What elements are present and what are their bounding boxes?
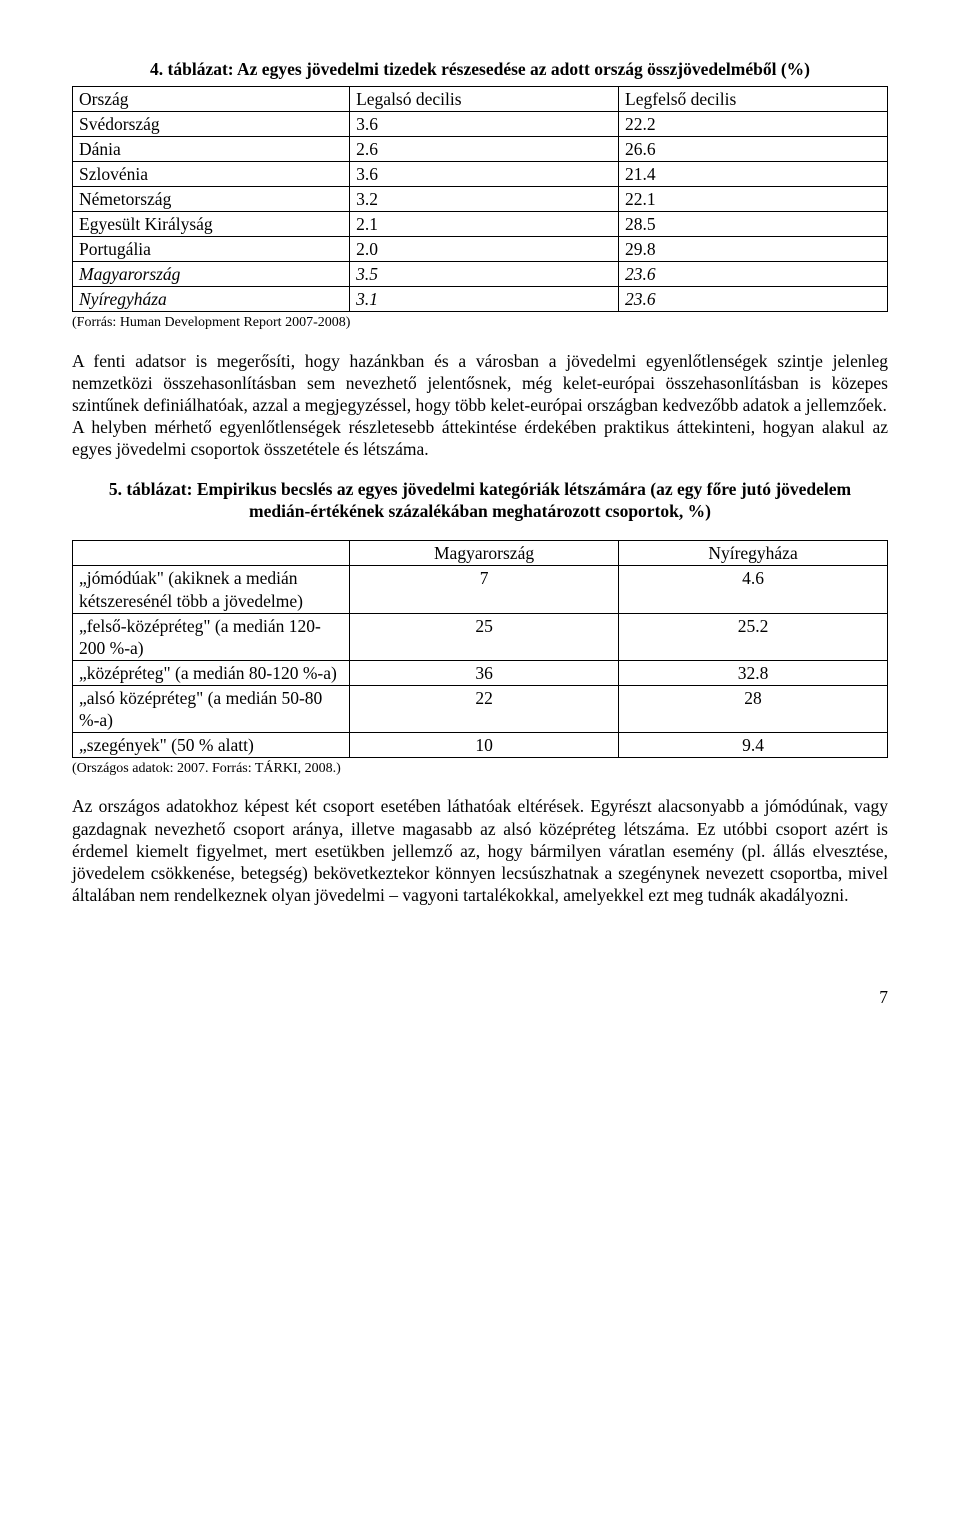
table-row: OrszágLegalsó decilisLegfelső decilis: [73, 87, 888, 112]
table4-header-cell: Ország: [73, 87, 350, 112]
table5-cell: 7: [350, 566, 619, 613]
table4-cell: 21.4: [619, 162, 888, 187]
table4-body: OrszágLegalsó decilisLegfelső decilisSvé…: [73, 87, 888, 312]
table4-cell: 29.8: [619, 237, 888, 262]
table4-cell: Dánia: [73, 137, 350, 162]
table4-source: (Forrás: Human Development Report 2007-2…: [72, 314, 888, 332]
table5-cell: 32.8: [619, 660, 888, 685]
table-row: Szlovénia3.621.4: [73, 162, 888, 187]
table5-source: (Országos adatok: 2007. Forrás: TÁRKI, 2…: [72, 760, 888, 778]
table5-header-cell: Magyarország: [350, 541, 619, 566]
table5-cell: „felső-középréteg" (a medián 120-200 %-a…: [73, 613, 350, 660]
paragraph-2: A helyben mérhető egyenlőtlenségek részl…: [72, 416, 888, 460]
table4-cell: Németország: [73, 187, 350, 212]
table5-cell: 9.4: [619, 732, 888, 757]
table4-cell: Nyíregyháza: [73, 287, 350, 312]
table5-header-cell: [73, 541, 350, 566]
table5-cell: 4.6: [619, 566, 888, 613]
table4-cell: 26.6: [619, 137, 888, 162]
table4-cell: 2.6: [350, 137, 619, 162]
table4-cell: 2.1: [350, 212, 619, 237]
table4-cell: 3.5: [350, 262, 619, 287]
table4-cell: 3.6: [350, 112, 619, 137]
table-row: MagyarországNyíregyháza: [73, 541, 888, 566]
table5-cell: 22: [350, 685, 619, 732]
table-row: „jómódúak" (akiknek a medián kétszeresén…: [73, 566, 888, 613]
table5-cell: 28: [619, 685, 888, 732]
table-row: Dánia2.626.6: [73, 137, 888, 162]
table5-cell: „jómódúak" (akiknek a medián kétszeresén…: [73, 566, 350, 613]
table-row: „szegények" (50 % alatt)109.4: [73, 732, 888, 757]
table4-cell: 22.2: [619, 112, 888, 137]
table5-cell: „alsó középréteg" (a medián 50-80 %-a): [73, 685, 350, 732]
paragraph-1: A fenti adatsor is megerősíti, hogy hazá…: [72, 350, 888, 416]
table-row: Svédország3.622.2: [73, 112, 888, 137]
table5-header-cell: Nyíregyháza: [619, 541, 888, 566]
table4-cell: 23.6: [619, 262, 888, 287]
paragraph-block-2: Az országos adatokhoz képest két csoport…: [72, 795, 888, 905]
table-row: Magyarország3.523.6: [73, 262, 888, 287]
table-row: „alsó középréteg" (a medián 50-80 %-a)22…: [73, 685, 888, 732]
table4-cell: Svédország: [73, 112, 350, 137]
table4-cell: 23.6: [619, 287, 888, 312]
table4-cell: 3.6: [350, 162, 619, 187]
page-number: 7: [72, 986, 888, 1008]
table-row: Nyíregyháza3.123.6: [73, 287, 888, 312]
table4-cell: 3.1: [350, 287, 619, 312]
table-row: Németország3.222.1: [73, 187, 888, 212]
table5-cell: 25.2: [619, 613, 888, 660]
table4-cell: 2.0: [350, 237, 619, 262]
table4-cell: 3.2: [350, 187, 619, 212]
table4-header-cell: Legfelső decilis: [619, 87, 888, 112]
paragraph-3: Az országos adatokhoz képest két csoport…: [72, 795, 888, 905]
table4-cell: Portugália: [73, 237, 350, 262]
table-row: Egyesült Királyság2.128.5: [73, 212, 888, 237]
table5-cell: „szegények" (50 % alatt): [73, 732, 350, 757]
table4-cell: Egyesült Királyság: [73, 212, 350, 237]
table4-title: 4. táblázat: Az egyes jövedelmi tizedek …: [72, 58, 888, 80]
table4-cell: Szlovénia: [73, 162, 350, 187]
table4-cell: Magyarország: [73, 262, 350, 287]
table4-cell: 22.1: [619, 187, 888, 212]
table5: MagyarországNyíregyháza„jómódúak" (akikn…: [72, 540, 888, 757]
table-row: „középréteg" (a medián 80-120 %-a)3632.8: [73, 660, 888, 685]
table4: OrszágLegalsó decilisLegfelső decilisSvé…: [72, 86, 888, 312]
table5-cell: 25: [350, 613, 619, 660]
table5-body: MagyarországNyíregyháza„jómódúak" (akikn…: [73, 541, 888, 757]
table-row: „felső-középréteg" (a medián 120-200 %-a…: [73, 613, 888, 660]
table5-cell: 36: [350, 660, 619, 685]
paragraph-block-1: A fenti adatsor is megerősíti, hogy hazá…: [72, 350, 888, 460]
table5-cell: 10: [350, 732, 619, 757]
table-row: Portugália2.029.8: [73, 237, 888, 262]
table4-header-cell: Legalsó decilis: [350, 87, 619, 112]
table5-cell: „középréteg" (a medián 80-120 %-a): [73, 660, 350, 685]
table4-cell: 28.5: [619, 212, 888, 237]
table5-title: 5. táblázat: Empirikus becslés az egyes …: [72, 478, 888, 522]
